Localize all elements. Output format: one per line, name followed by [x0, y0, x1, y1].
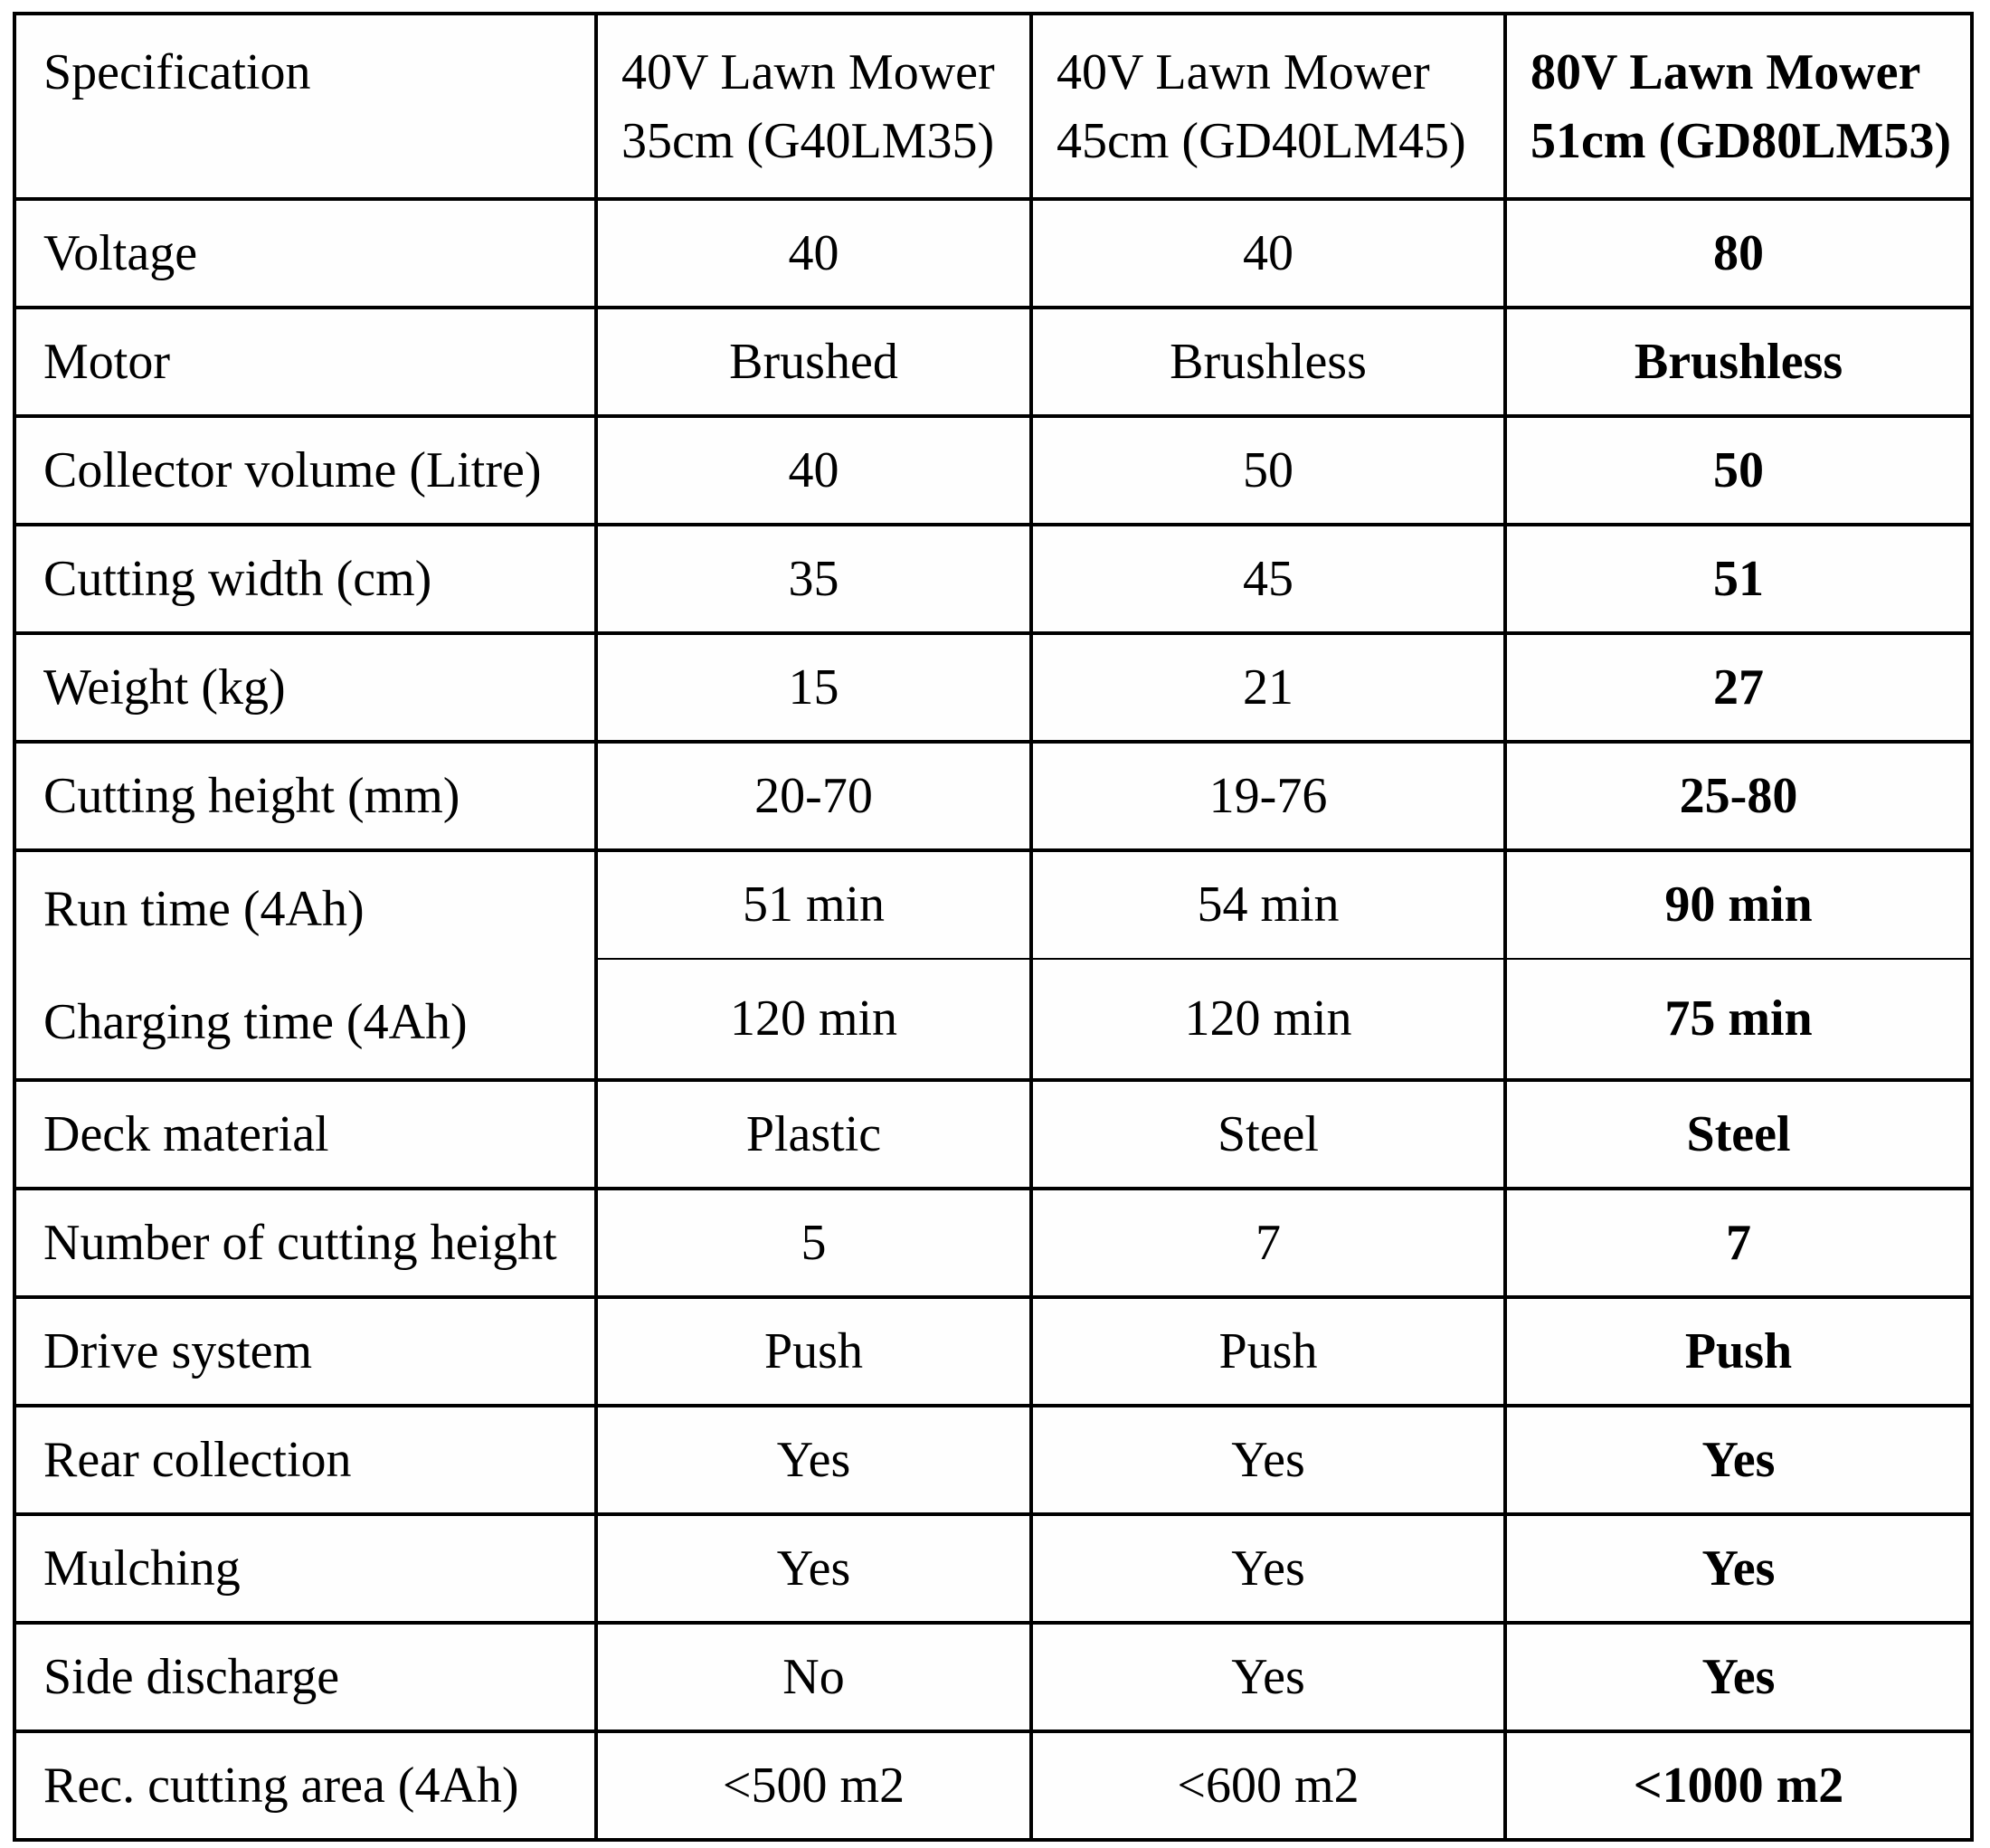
product-name-line1: 40V Lawn Mower — [621, 44, 995, 100]
cell-value: Brushless — [1029, 306, 1507, 418]
cell-value: Yes — [1503, 1512, 1974, 1625]
product-model-line2: 35cm (G40LM35) — [621, 112, 995, 169]
row-label: Deck material — [13, 1078, 598, 1190]
cell-value: Yes — [1029, 1512, 1507, 1625]
spec-column-header: Specification — [13, 12, 598, 201]
table-row-cutting-height: Cutting height (mm) 20-70 19-76 25-80 — [13, 740, 1974, 852]
cell-value: <1000 m2 — [1503, 1730, 1974, 1842]
cell-value: Push — [1029, 1295, 1507, 1407]
cell-value: 40 — [1029, 197, 1507, 309]
row-label: Rear collection — [13, 1404, 598, 1516]
cell-value: Yes — [594, 1404, 1033, 1516]
row-label: Drive system — [13, 1295, 598, 1407]
row-label: Charging time (4Ah) — [43, 993, 468, 1050]
product-name-line1: 40V Lawn Mower — [1057, 44, 1430, 100]
cell-value: 51 min — [594, 848, 1033, 960]
table-row-cutting-width: Cutting width (cm) 35 45 51 — [13, 523, 1974, 635]
cell-value: 25-80 — [1503, 740, 1974, 852]
cell-value: Yes — [1029, 1404, 1507, 1516]
table-row-mulching: Mulching Yes Yes Yes — [13, 1512, 1974, 1625]
cell-value: 50 — [1503, 414, 1974, 526]
cell-value: 90 min — [1503, 848, 1974, 960]
cell-value: 80 — [1503, 197, 1974, 309]
table-row-collector-volume: Collector volume (Litre) 40 50 50 — [13, 414, 1974, 526]
cell-value: No — [594, 1621, 1033, 1733]
cell-value: 120 min — [594, 957, 1033, 1083]
product-model-line2: 51cm (GD80LM53) — [1530, 112, 1952, 169]
product-header-g40lm35: 40V Lawn Mower 35cm (G40LM35) — [594, 12, 1033, 201]
product-name-line1: 80V Lawn Mower — [1530, 44, 1921, 100]
cell-value: 50 — [1029, 414, 1507, 526]
cell-value: 20-70 — [594, 740, 1033, 852]
cell-value: Steel — [1029, 1078, 1507, 1190]
cell-value: <500 m2 — [594, 1730, 1033, 1842]
cell-value: 21 — [1029, 631, 1507, 744]
cell-value: Brushless — [1503, 306, 1974, 418]
table-row-motor: Motor Brushed Brushless Brushless — [13, 306, 1974, 418]
table-row-rear-collection: Rear collection Yes Yes Yes — [13, 1404, 1974, 1516]
row-label: Motor — [13, 306, 598, 418]
cell-value: 15 — [594, 631, 1033, 744]
cell-value: Push — [1503, 1295, 1974, 1407]
row-label: Voltage — [13, 197, 598, 309]
row-label-merged: Run time (4Ah) Charging time (4Ah) — [13, 848, 598, 1082]
table-row-run-time: Run time (4Ah) Charging time (4Ah) 51 mi… — [13, 848, 1974, 1082]
header-row: Specification 40V Lawn Mower 35cm (G40LM… — [13, 12, 1974, 201]
cell-value: 40 — [594, 197, 1033, 309]
row-label: Cutting width (cm) — [13, 523, 598, 635]
row-label: Collector volume (Litre) — [13, 414, 598, 526]
row-label: Weight (kg) — [13, 631, 598, 744]
cell-value: Steel — [1503, 1078, 1974, 1190]
cell-value: 40 — [594, 414, 1033, 526]
cell-value: Yes — [1029, 1621, 1507, 1733]
row-label: Rec. cutting area (4Ah) — [13, 1730, 598, 1842]
row-label: Run time (4Ah) — [43, 880, 365, 937]
cell-value: Push — [594, 1295, 1033, 1407]
table-row-number-of-cutting-height: Number of cutting height 5 7 7 — [13, 1187, 1974, 1299]
cell-value: 54 min — [1029, 848, 1507, 960]
cell-value: Yes — [594, 1512, 1033, 1625]
product-header-gd40lm45: 40V Lawn Mower 45cm (GD40LM45) — [1029, 12, 1507, 201]
cell-value: 35 — [594, 523, 1033, 635]
table-row-rec-cutting-area: Rec. cutting area (4Ah) <500 m2 <600 m2 … — [13, 1730, 1974, 1842]
table-row-charging-time: 120 min 120 min 75 min — [14, 957, 1974, 1083]
cell-value: Brushed — [594, 306, 1033, 418]
table-row-drive-system: Drive system Push Push Push — [13, 1295, 1974, 1407]
cell-value: 120 min — [1029, 957, 1507, 1083]
cell-value: 51 — [1503, 523, 1974, 635]
table-row-voltage: Voltage 40 40 80 — [13, 197, 1974, 309]
cell-value: 5 — [594, 1187, 1033, 1299]
row-label: Mulching — [13, 1512, 598, 1625]
cell-value: 7 — [1503, 1187, 1974, 1299]
product-header-gd80lm53: 80V Lawn Mower 51cm (GD80LM53) — [1503, 12, 1974, 201]
row-label: Cutting height (mm) — [13, 740, 598, 852]
table-row-side-discharge: Side discharge No Yes Yes — [13, 1621, 1974, 1733]
product-model-line2: 45cm (GD40LM45) — [1057, 112, 1466, 169]
cell-value: 27 — [1503, 631, 1974, 744]
cell-value: 75 min — [1503, 957, 1974, 1083]
row-label: Number of cutting height — [13, 1187, 598, 1299]
cell-value: 45 — [1029, 523, 1507, 635]
cell-value: 19-76 — [1029, 740, 1507, 852]
spec-table: Specification 40V Lawn Mower 35cm (G40LM… — [13, 12, 1974, 1842]
table-row-deck-material: Deck material Plastic Steel Steel — [13, 1078, 1974, 1190]
cell-value: 7 — [1029, 1187, 1507, 1299]
cell-value: <600 m2 — [1029, 1730, 1507, 1842]
cell-value: Plastic — [594, 1078, 1033, 1190]
row-label: Side discharge — [13, 1621, 598, 1733]
table-row-weight: Weight (kg) 15 21 27 — [13, 631, 1974, 744]
cell-value: Yes — [1503, 1404, 1974, 1516]
cell-value: Yes — [1503, 1621, 1974, 1733]
